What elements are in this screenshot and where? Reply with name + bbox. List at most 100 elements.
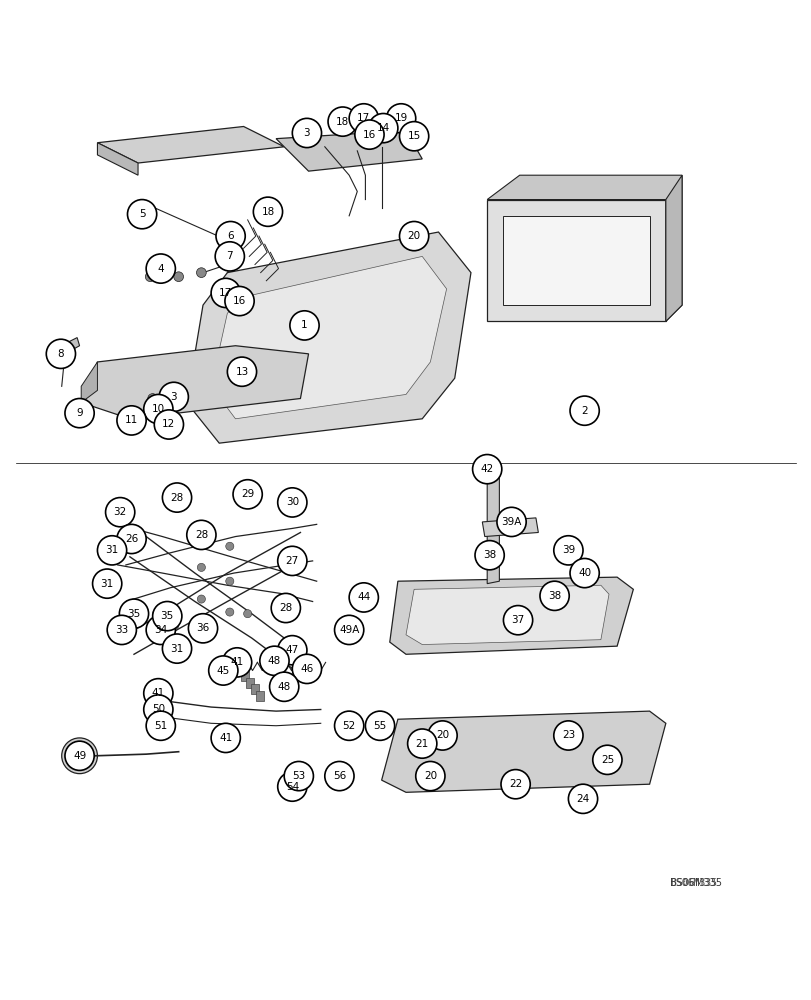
- Ellipse shape: [188, 614, 217, 643]
- Ellipse shape: [349, 583, 378, 612]
- Ellipse shape: [592, 745, 621, 774]
- Text: 41: 41: [219, 733, 232, 743]
- Ellipse shape: [427, 721, 457, 750]
- Ellipse shape: [354, 120, 384, 149]
- Text: 10: 10: [152, 404, 165, 414]
- Circle shape: [148, 394, 157, 403]
- Text: 44: 44: [357, 592, 370, 602]
- Text: 27: 27: [285, 556, 298, 566]
- Ellipse shape: [144, 394, 173, 424]
- Text: 31: 31: [170, 644, 183, 654]
- Ellipse shape: [568, 784, 597, 813]
- Ellipse shape: [144, 679, 173, 708]
- Text: 32: 32: [114, 507, 127, 517]
- Polygon shape: [81, 362, 97, 403]
- Polygon shape: [487, 175, 681, 321]
- Ellipse shape: [260, 646, 289, 675]
- Ellipse shape: [117, 524, 146, 554]
- Text: 9: 9: [76, 408, 83, 418]
- Ellipse shape: [146, 711, 175, 740]
- Text: 41: 41: [230, 657, 243, 667]
- Ellipse shape: [97, 536, 127, 565]
- Ellipse shape: [407, 729, 436, 758]
- Text: 16: 16: [233, 296, 246, 306]
- Ellipse shape: [144, 695, 173, 724]
- Text: 34: 34: [154, 625, 167, 635]
- Text: 53: 53: [292, 771, 305, 781]
- Text: 30: 30: [285, 497, 298, 507]
- Ellipse shape: [349, 104, 378, 133]
- Text: 13: 13: [235, 367, 248, 377]
- Text: 46: 46: [300, 664, 313, 674]
- Ellipse shape: [569, 558, 599, 588]
- Circle shape: [170, 622, 178, 630]
- Polygon shape: [241, 671, 249, 681]
- Circle shape: [197, 563, 205, 571]
- Polygon shape: [81, 346, 308, 419]
- Polygon shape: [236, 665, 244, 675]
- Polygon shape: [255, 691, 264, 701]
- Ellipse shape: [216, 221, 245, 251]
- Ellipse shape: [474, 541, 504, 570]
- Ellipse shape: [253, 197, 282, 226]
- Text: 38: 38: [483, 550, 496, 560]
- Polygon shape: [381, 711, 665, 792]
- Ellipse shape: [290, 311, 319, 340]
- Ellipse shape: [208, 656, 238, 685]
- Text: 14: 14: [376, 123, 389, 133]
- Polygon shape: [97, 126, 284, 163]
- Ellipse shape: [277, 546, 307, 576]
- Text: 26: 26: [125, 534, 138, 544]
- Text: 16: 16: [363, 130, 375, 140]
- Polygon shape: [231, 658, 239, 668]
- Ellipse shape: [159, 382, 188, 411]
- Text: 55: 55: [373, 721, 386, 731]
- Circle shape: [411, 233, 421, 243]
- Ellipse shape: [496, 507, 526, 537]
- Circle shape: [243, 369, 253, 379]
- Ellipse shape: [152, 601, 182, 631]
- Text: 23: 23: [561, 730, 574, 740]
- Text: 20: 20: [436, 730, 448, 740]
- Ellipse shape: [105, 498, 135, 527]
- Polygon shape: [487, 469, 499, 584]
- Ellipse shape: [277, 488, 307, 517]
- Ellipse shape: [292, 654, 321, 684]
- Text: 28: 28: [195, 530, 208, 540]
- Ellipse shape: [222, 648, 251, 677]
- Text: 31: 31: [101, 579, 114, 589]
- Text: 31: 31: [105, 545, 118, 555]
- Polygon shape: [482, 518, 538, 537]
- Circle shape: [152, 610, 161, 618]
- Polygon shape: [251, 684, 259, 694]
- Ellipse shape: [415, 761, 444, 791]
- Text: 17: 17: [357, 113, 370, 123]
- Ellipse shape: [211, 278, 240, 308]
- Ellipse shape: [227, 357, 256, 386]
- Circle shape: [225, 608, 234, 616]
- Text: 22: 22: [508, 779, 521, 789]
- Polygon shape: [665, 175, 681, 321]
- Text: 35: 35: [127, 609, 140, 619]
- Text: 47: 47: [285, 645, 298, 655]
- Text: 39: 39: [561, 545, 574, 555]
- Text: 49A: 49A: [338, 625, 359, 635]
- Ellipse shape: [162, 634, 191, 663]
- Text: 20: 20: [423, 771, 436, 781]
- Ellipse shape: [146, 615, 175, 645]
- Polygon shape: [211, 256, 446, 419]
- Text: 29: 29: [241, 489, 254, 499]
- Ellipse shape: [328, 107, 357, 136]
- Circle shape: [196, 268, 206, 278]
- Ellipse shape: [500, 770, 530, 799]
- Polygon shape: [187, 232, 470, 443]
- Polygon shape: [389, 577, 633, 654]
- Ellipse shape: [107, 615, 136, 645]
- Text: 12: 12: [162, 419, 175, 429]
- Ellipse shape: [215, 242, 244, 271]
- Text: 51: 51: [154, 721, 167, 731]
- Circle shape: [154, 414, 164, 424]
- Ellipse shape: [386, 104, 415, 133]
- Ellipse shape: [324, 761, 354, 791]
- Text: BS06M335: BS06M335: [669, 878, 716, 888]
